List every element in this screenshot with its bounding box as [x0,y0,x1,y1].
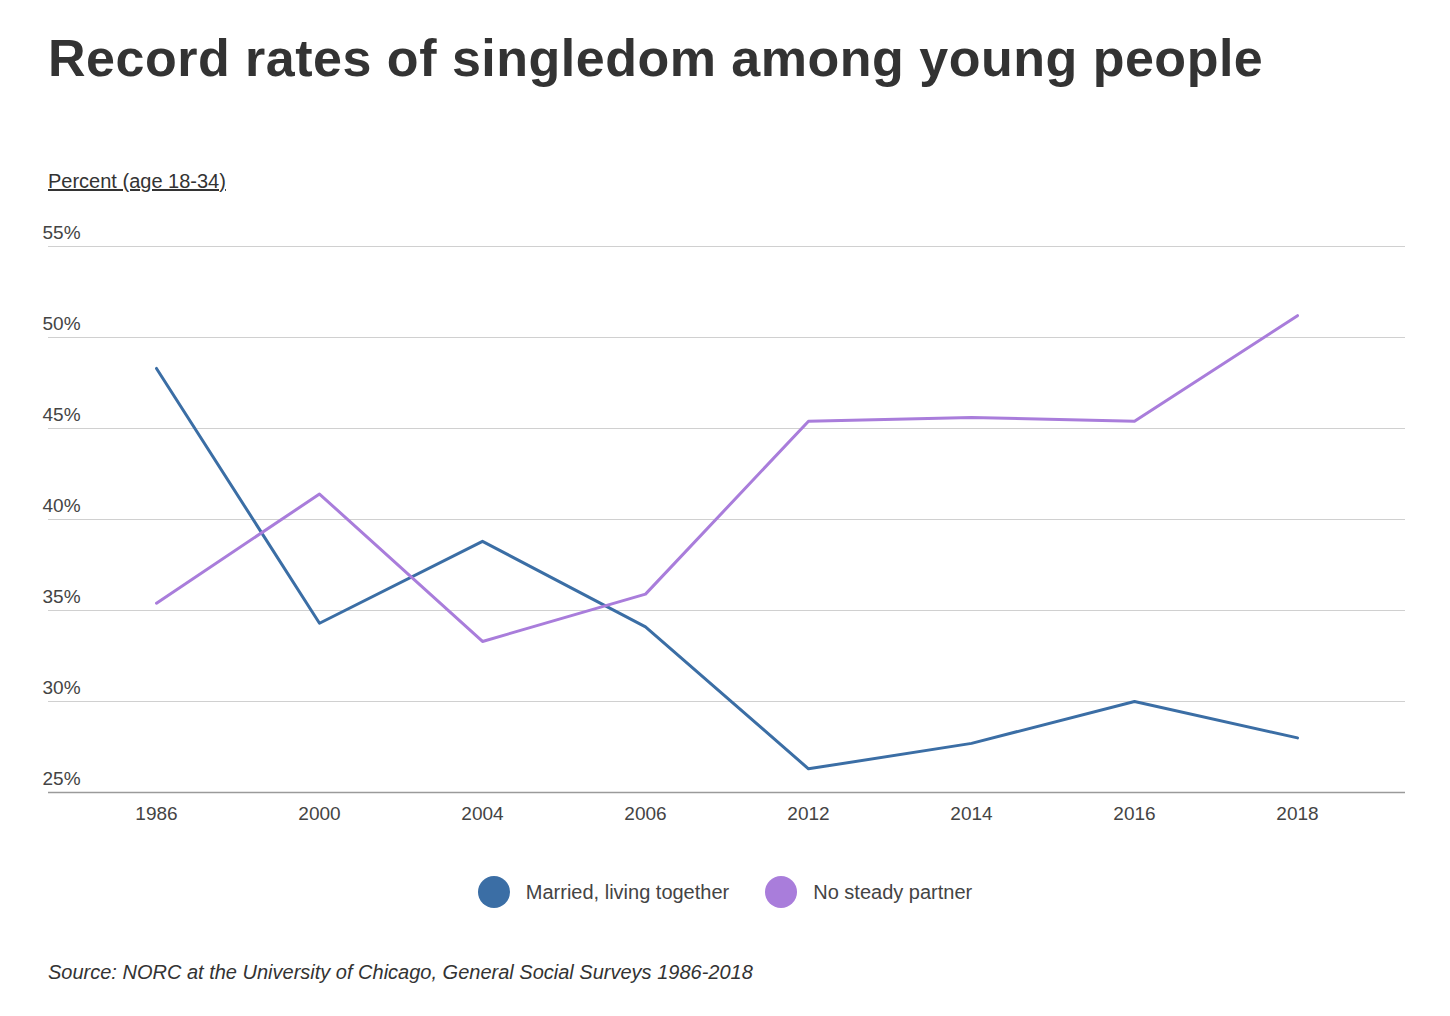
svg-text:35%: 35% [43,586,81,607]
svg-text:2014: 2014 [950,803,993,824]
html-text:Record rates of singledom amon: Record rates of singledom among young pe… [48,29,1264,87]
svg-text:2016: 2016 [1113,803,1155,824]
svg-text:55%: 55% [43,222,81,243]
svg-text:2004: 2004 [461,803,504,824]
html-text:No steady partner: No steady partner [813,880,973,903]
html-text:Source: NORC at the University: Source: NORC at the University of Chicag… [48,961,753,983]
svg-text:2000: 2000 [298,803,340,824]
svg-text:25%: 25% [43,768,81,789]
svg-text:50%: 50% [43,313,81,334]
svg-text:2006: 2006 [624,803,666,824]
svg-text:2018: 2018 [1276,803,1318,824]
svg-text:45%: 45% [43,404,81,425]
html-text:Married, living together: Married, living together [525,880,730,903]
html-text:Percent (age 18-34): Percent (age 18-34) [48,170,226,192]
svg-text:40%: 40% [43,495,81,516]
svg-text:30%: 30% [43,677,81,698]
svg-text:1986: 1986 [135,803,177,824]
svg-text:2012: 2012 [787,803,829,824]
